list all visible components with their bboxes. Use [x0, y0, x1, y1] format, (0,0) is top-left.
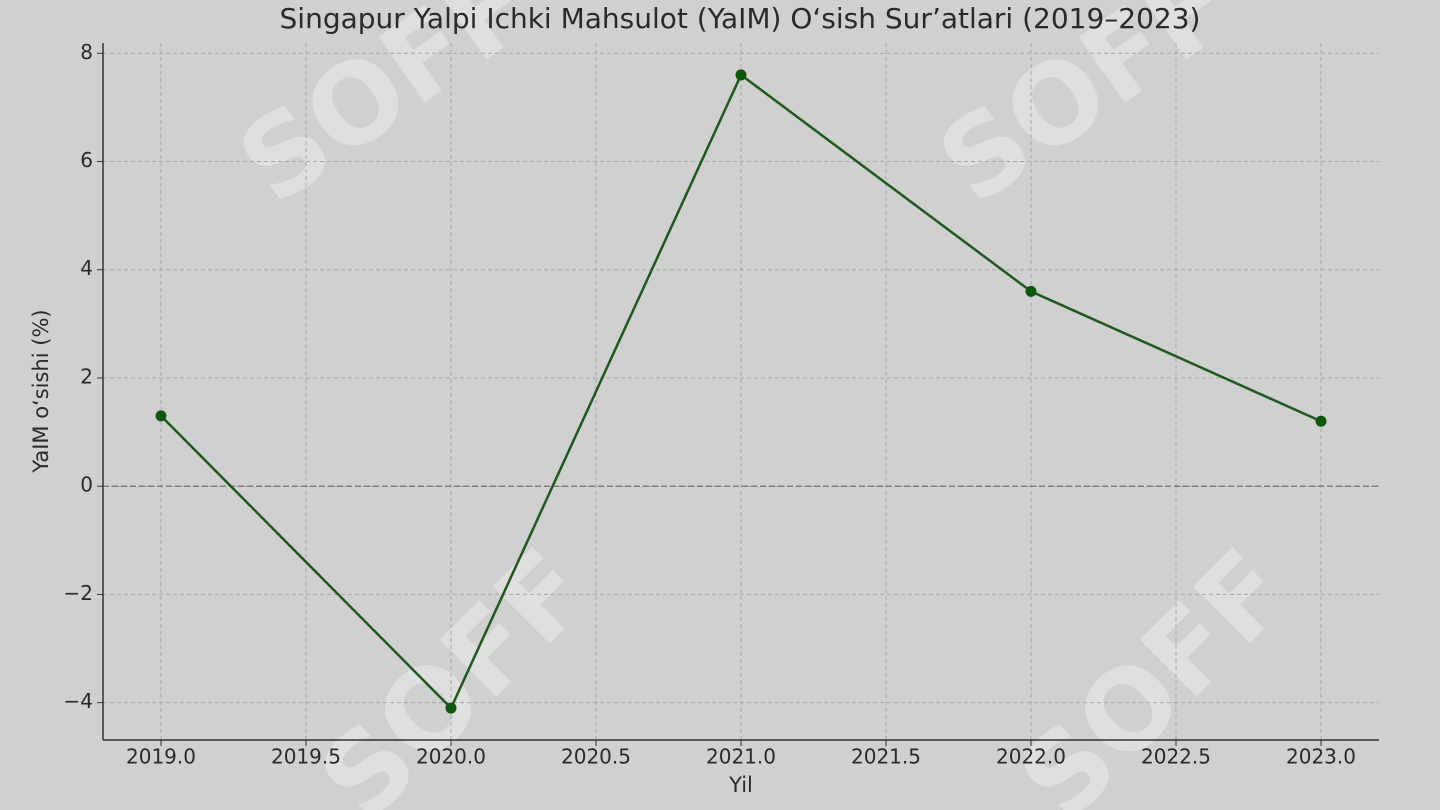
x-tick-label: 2019.0: [126, 745, 196, 769]
y-tick-label: −4: [64, 689, 93, 713]
x-tick-label: 2021.0: [706, 745, 776, 769]
x-tick-label: 2020.0: [416, 745, 486, 769]
y-tick-label: 6: [80, 148, 93, 172]
y-tick-label: 8: [80, 40, 93, 64]
plot: −4 −2 0 2 4 6 8 2019.0 2019.5 2020.0 2020.5 2021.0 2…: [64, 40, 1379, 769]
point: [735, 69, 747, 81]
x-axis-label: Yil: [728, 773, 753, 797]
x-tick-label: 2022.5: [1141, 745, 1211, 769]
y-tick-label: 0: [80, 473, 93, 497]
x-tick-label: 2019.5: [271, 745, 341, 769]
point: [445, 702, 457, 714]
x-tick-label: 2020.5: [561, 745, 631, 769]
chart-title: Singapur Yalpi Ichki Mahsulot (YaIM) O‘s…: [280, 2, 1201, 35]
y-tick-label: 4: [80, 256, 93, 280]
x-tick-label: 2022.0: [996, 745, 1066, 769]
point: [1315, 415, 1327, 427]
x-tick-label: 2021.5: [851, 745, 921, 769]
y-tick-label: 2: [80, 364, 93, 388]
x-tick-label: 2023.0: [1286, 745, 1356, 769]
point: [1025, 285, 1037, 297]
y-tick-label: −2: [64, 581, 93, 605]
point: [155, 410, 167, 422]
y-axis-label: YaIM o‘sishi (%): [29, 309, 53, 473]
